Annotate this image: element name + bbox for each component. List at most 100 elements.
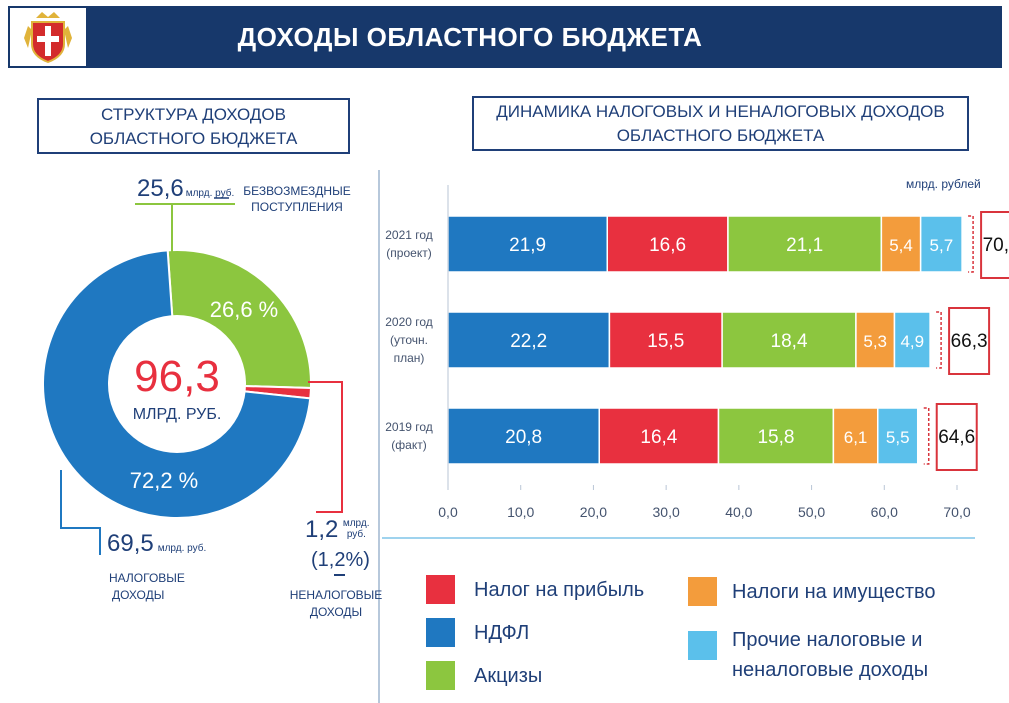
gratuitous-label-line1: БЕЗВОЗМЕЗДНЫЕ bbox=[243, 184, 351, 198]
bar-label-other: 5,7 bbox=[930, 236, 954, 255]
total-bracket bbox=[936, 311, 942, 369]
legend-label-property: Налоги на имущество bbox=[732, 581, 936, 603]
coat-of-arms-icon bbox=[24, 12, 72, 64]
total-value: 70,7 bbox=[983, 235, 1009, 256]
structure-title-line2: ОБЛАСТНОГО БЮДЖЕТА bbox=[89, 129, 298, 148]
nontax-label-line1: НЕНАЛОГОВЫЕ bbox=[289, 588, 383, 602]
legend-swatch-profit bbox=[426, 575, 455, 604]
nontax-leader-line bbox=[308, 381, 343, 513]
gratuitous-leader-line bbox=[135, 203, 235, 254]
tax-leader-line bbox=[60, 470, 101, 555]
gratuitous-label: БЕЗВОЗМЕЗДНЫЕ ПОСТУПЛЕНИЯ bbox=[237, 183, 357, 215]
total-value: 66,3 bbox=[951, 331, 988, 352]
category-label: (проект) bbox=[386, 246, 431, 260]
category-label: (факт) bbox=[391, 438, 426, 452]
gratuitous-label-line2: ПОСТУПЛЕНИЯ bbox=[251, 200, 343, 214]
gratuitous-callout: 25,6 млрд. руб. bbox=[137, 175, 234, 203]
bar-segment-ndfl bbox=[447, 311, 611, 369]
donut-chart: 96,3 МЛРД. РУБ. 26,6 % 72,2 % bbox=[42, 170, 380, 703]
legend-label-other-line2: неналоговые доходы bbox=[732, 659, 929, 681]
nontax-percent: (1,2%) bbox=[311, 549, 370, 571]
bar-segment-other bbox=[893, 311, 931, 369]
bar-segment-property bbox=[832, 407, 879, 465]
bar-groups: 2021 год (проект) 21,9 16,6 21,1 5,4 5,7 70,7 20… bbox=[385, 211, 1009, 471]
nontax-unit-line2: руб. bbox=[346, 529, 366, 540]
legend-label-excise: Акцизы bbox=[474, 665, 543, 687]
tax-label-line1: НАЛОГОВЫЕ bbox=[109, 571, 185, 585]
category-label: план) bbox=[394, 351, 425, 365]
bar-label-ndfl: 20,8 bbox=[505, 427, 542, 448]
chart-unit-label: млрд. рублей bbox=[906, 177, 981, 191]
nontax-label: НЕНАЛОГОВЫЕ ДОХОДЫ bbox=[286, 587, 386, 621]
legend-swatch-ndfl bbox=[426, 618, 455, 647]
total-box bbox=[948, 307, 991, 375]
bar-label-profit: 16,4 bbox=[640, 427, 677, 448]
gratuitous-unit: млрд. руб. bbox=[185, 188, 235, 199]
bar-segment-excise bbox=[727, 215, 883, 273]
legend-swatch-other bbox=[688, 631, 717, 660]
page-title: ДОХОДЫ ОБЛАСТНОГО БЮДЖЕТА bbox=[237, 22, 703, 52]
x-tick-label: 70,0 bbox=[943, 504, 970, 520]
category-label: 2021 год bbox=[385, 228, 433, 242]
tax-unit: млрд. руб. bbox=[157, 543, 207, 554]
total-bracket bbox=[923, 407, 930, 465]
bar-label-other: 5,5 bbox=[886, 428, 910, 447]
tax-label: НАЛОГОВЫЕ ДОХОДЫ bbox=[98, 570, 208, 604]
total-value: 64,6 bbox=[938, 427, 975, 448]
total-bracket bbox=[968, 215, 974, 273]
donut-total-value: 96,3 bbox=[134, 352, 220, 401]
legend-swatch-excise bbox=[426, 661, 455, 690]
header-bar bbox=[8, 6, 1002, 68]
total-box bbox=[980, 211, 1009, 279]
bar-segment-other bbox=[919, 215, 963, 273]
nontax-callout: 1,2 млрд. руб. bbox=[305, 516, 369, 544]
stacked-bar-chart: 2021 год (проект) 21,9 16,6 21,1 5,4 5,7 70,7 20… bbox=[385, 185, 1009, 520]
x-tick-label: 60,0 bbox=[871, 504, 898, 520]
bar-segment-profit bbox=[598, 407, 720, 465]
x-tick-label: 30,0 bbox=[653, 504, 680, 520]
nontax-unit-line1: млрд. bbox=[342, 518, 370, 529]
x-tick-label: 10,0 bbox=[507, 504, 534, 520]
structure-title-line1: СТРУКТУРА ДОХОДОВ bbox=[101, 105, 286, 124]
x-tick-label: 50,0 bbox=[798, 504, 825, 520]
category-label: 2020 год bbox=[385, 315, 433, 329]
legend-label-profit: Налог на прибыль bbox=[474, 579, 645, 601]
bar-segment-ndfl bbox=[447, 215, 608, 273]
bar-label-excise: 15,8 bbox=[757, 427, 794, 448]
nontax-unit: млрд. руб. bbox=[343, 518, 370, 540]
donut-total-unit: МЛРД. РУБ. bbox=[133, 406, 222, 423]
category-label: 2019 год bbox=[385, 420, 433, 434]
nontax-label-line2: ДОХОДЫ bbox=[309, 605, 363, 619]
dynamics-title-box: ДИНАМИКА НАЛОГОВЫХ И НЕНАЛОГОВЫХ ДОХОДОВ… bbox=[472, 96, 969, 151]
legend-label-other-line1: Прочие налоговые и bbox=[732, 629, 923, 651]
bar-segment-profit bbox=[608, 311, 723, 369]
bar-segment-property bbox=[880, 215, 922, 273]
nontax-value: 1,2 bbox=[305, 516, 339, 543]
x-axis-ticks: 0,0 10,0 20,0 30,0 40,0 50,0 60,0 70,0 bbox=[438, 185, 971, 520]
bar-label-profit: 15,5 bbox=[647, 331, 684, 352]
emblem-frame bbox=[8, 6, 88, 68]
bar-label-property: 5,4 bbox=[889, 236, 913, 255]
category-label: (уточн. bbox=[390, 333, 428, 347]
gratuitous-percent-label: 26,6 % bbox=[210, 297, 279, 322]
tax-value: 69,5 bbox=[107, 530, 154, 557]
bar-segment-other bbox=[876, 407, 919, 465]
legend-label-ndfl: НДФЛ bbox=[474, 622, 530, 644]
x-tick-label: 0,0 bbox=[438, 504, 458, 520]
tax-label-line2: ДОХОДЫ bbox=[112, 588, 165, 602]
tax-percent-label: 72,2 % bbox=[130, 468, 199, 493]
donut-hole bbox=[108, 315, 246, 453]
chart-divider bbox=[382, 537, 975, 539]
total-box bbox=[935, 403, 978, 471]
x-tick-label: 20,0 bbox=[580, 504, 607, 520]
structure-title-box: СТРУКТУРА ДОХОДОВ ОБЛАСТНОГО БЮДЖЕТА bbox=[37, 98, 350, 154]
bar-label-property: 5,3 bbox=[863, 332, 887, 351]
bar-label-other: 4,9 bbox=[900, 332, 924, 351]
dynamics-title-line2: ОБЛАСТНОГО БЮДЖЕТА bbox=[616, 126, 825, 145]
bar-label-ndfl: 21,9 bbox=[509, 235, 546, 256]
bar-label-profit: 16,6 bbox=[649, 235, 686, 256]
bar-label-excise: 21,1 bbox=[786, 235, 823, 256]
tax-callout: 69,5 млрд. руб. bbox=[107, 530, 206, 558]
bar-label-ndfl: 22,2 bbox=[510, 331, 547, 352]
dynamics-title-line1: ДИНАМИКА НАЛОГОВЫХ И НЕНАЛОГОВЫХ ДОХОДОВ bbox=[496, 102, 945, 121]
